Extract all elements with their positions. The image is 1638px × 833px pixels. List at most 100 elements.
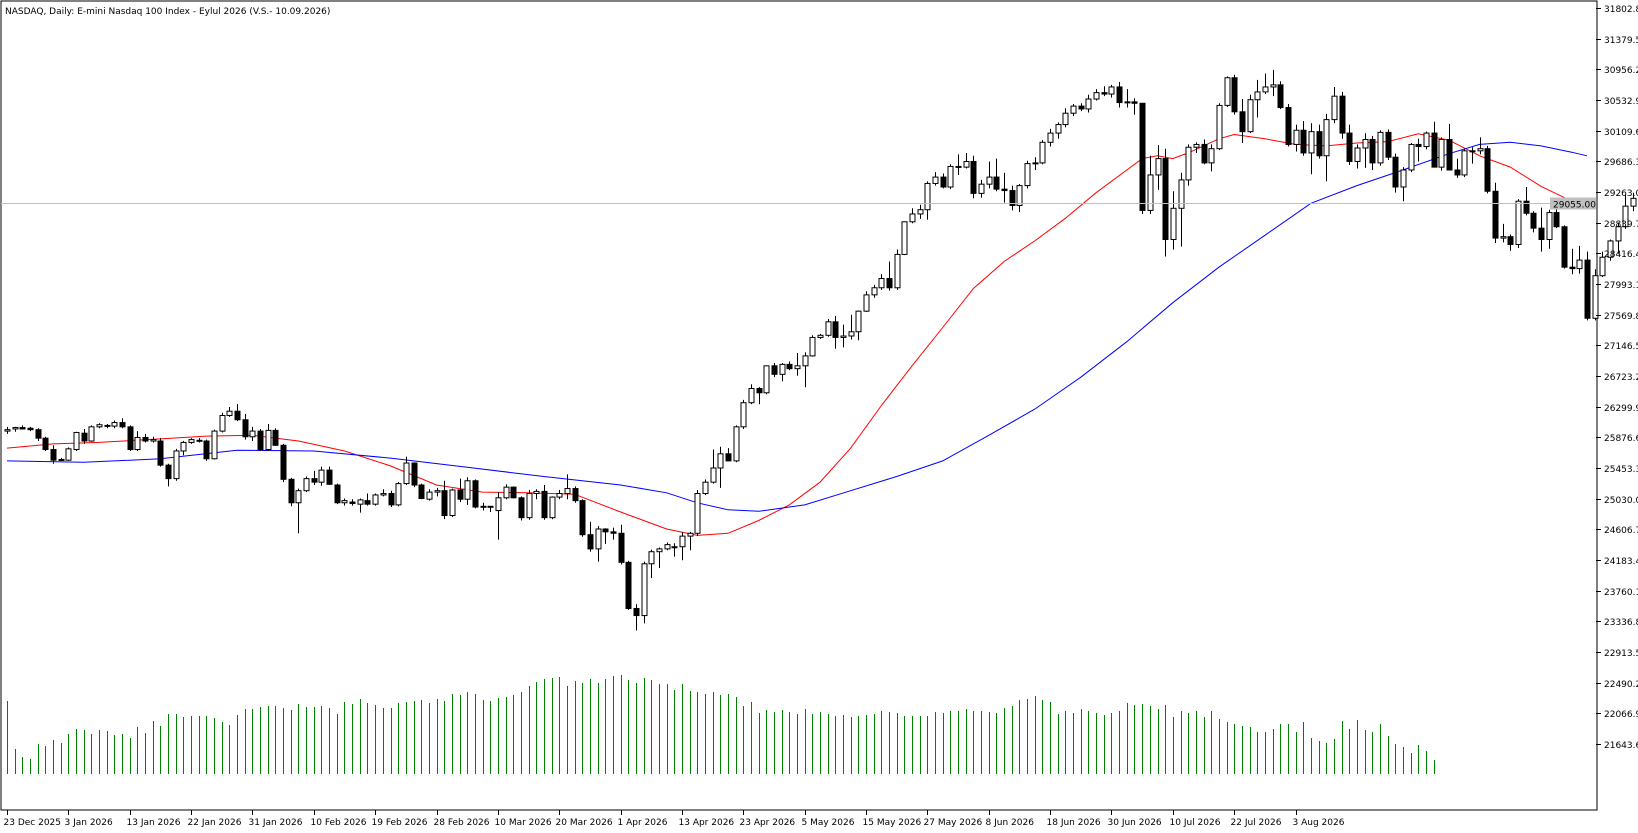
- candle: [825, 318, 832, 337]
- candle: [1576, 245, 1583, 274]
- candle-body: [1561, 226, 1568, 268]
- candle-body: [671, 546, 678, 549]
- candle-body: [81, 432, 88, 442]
- candle: [165, 463, 172, 487]
- candle: [955, 154, 962, 175]
- candle-body: [802, 355, 809, 367]
- x-tick-label: 3 Aug 2026: [1293, 818, 1345, 828]
- candle-body: [947, 165, 954, 188]
- candle: [909, 208, 916, 224]
- candle-body: [518, 497, 525, 519]
- candle: [1392, 153, 1399, 193]
- candle: [311, 470, 318, 486]
- candle: [1385, 129, 1392, 161]
- x-tick-label: 28 Feb 2026: [434, 818, 490, 828]
- candle-body: [1016, 185, 1023, 206]
- candle: [587, 521, 594, 552]
- candle: [510, 486, 517, 499]
- candle: [157, 438, 164, 467]
- candle-body: [564, 488, 571, 495]
- candle: [924, 181, 931, 220]
- candle: [1308, 123, 1315, 175]
- candle-body: [763, 365, 770, 394]
- candle: [341, 498, 348, 506]
- candle-body: [434, 490, 441, 493]
- candle: [257, 428, 264, 451]
- candle: [1630, 192, 1637, 212]
- candle: [472, 479, 479, 509]
- candle: [288, 477, 295, 507]
- candle-body: [1477, 148, 1484, 152]
- candle-body: [1622, 205, 1629, 228]
- candle: [740, 399, 747, 429]
- candle: [786, 361, 793, 371]
- candle: [403, 456, 410, 486]
- candle-body: [19, 427, 26, 430]
- candle: [518, 496, 525, 521]
- candle-body: [150, 439, 157, 442]
- candle: [495, 492, 502, 540]
- candle-body: [1323, 119, 1330, 157]
- candle: [1270, 69, 1277, 97]
- candle-body: [702, 481, 709, 495]
- candle-body: [986, 176, 993, 185]
- candle-body: [1362, 138, 1369, 149]
- candle: [1607, 239, 1614, 261]
- candle-body: [426, 491, 433, 500]
- y-tick-label: 24183.40: [1604, 557, 1638, 567]
- candle-body: [1032, 162, 1039, 165]
- candle: [947, 164, 954, 190]
- candle: [1438, 137, 1445, 171]
- x-tick-label: 10 Mar 2026: [495, 818, 552, 828]
- candle: [702, 479, 709, 495]
- candle-body: [372, 494, 379, 505]
- candle-body: [1392, 156, 1399, 188]
- candle-body: [1469, 150, 1476, 153]
- candle: [127, 425, 134, 451]
- candle-body: [318, 469, 325, 483]
- candle: [970, 155, 977, 199]
- candle: [1254, 79, 1261, 118]
- candle: [1085, 94, 1092, 113]
- x-tick-label: 23 Apr 2026: [740, 818, 796, 828]
- candle-body: [303, 478, 310, 492]
- candle: [434, 487, 441, 497]
- candle: [1461, 149, 1468, 178]
- candle-body: [1446, 138, 1453, 171]
- candle: [1500, 223, 1507, 243]
- candle: [1515, 199, 1522, 249]
- candle-body: [1108, 86, 1115, 95]
- candle: [27, 426, 34, 432]
- candle-body: [648, 551, 655, 565]
- candle-body: [257, 430, 264, 451]
- candle-body: [35, 429, 42, 439]
- candle-body: [119, 422, 126, 428]
- candle: [188, 438, 195, 444]
- candle: [318, 466, 325, 486]
- x-tick-label: 22 Jul 2026: [1231, 818, 1282, 828]
- candle: [679, 532, 686, 561]
- candle-body: [549, 496, 556, 519]
- candle-body: [96, 424, 103, 428]
- candle: [1093, 89, 1100, 101]
- candle-body: [1331, 95, 1338, 121]
- candle: [380, 489, 387, 497]
- candle-body: [1155, 158, 1162, 176]
- candle-body: [157, 440, 164, 466]
- candle: [134, 431, 141, 451]
- candle: [196, 438, 203, 443]
- candle-body: [50, 449, 57, 461]
- price-axis[interactable]: 31802.80 31379.50 30956.20 30532.90 30109.60…: [1596, 5, 1638, 751]
- x-tick-label: 18 Jun 2026: [1047, 818, 1101, 828]
- y-tick-label: 21643.60: [1604, 741, 1638, 751]
- candles: [4, 69, 1637, 631]
- candle: [664, 542, 671, 551]
- time-axis[interactable]: 23 Dec 2025 3 Jan 2026 13 Jan 2026 22 Jan 2…: [4, 810, 1345, 828]
- candle-body: [1193, 143, 1200, 148]
- candle: [1239, 99, 1246, 144]
- candle-body: [472, 480, 479, 508]
- candle: [863, 291, 870, 312]
- x-tick-label: 1 Apr 2026: [618, 818, 668, 828]
- candle: [1131, 98, 1138, 115]
